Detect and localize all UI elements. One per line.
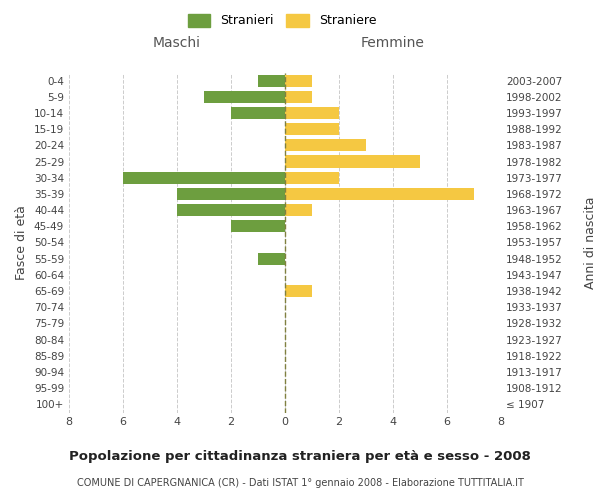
Bar xyxy=(258,252,285,265)
Text: Popolazione per cittadinanza straniera per età e sesso - 2008: Popolazione per cittadinanza straniera p… xyxy=(69,450,531,463)
Bar xyxy=(285,140,366,151)
Text: COMUNE DI CAPERGNANICA (CR) - Dati ISTAT 1° gennaio 2008 - Elaborazione TUTTITAL: COMUNE DI CAPERGNANICA (CR) - Dati ISTAT… xyxy=(77,478,523,488)
Bar xyxy=(285,156,420,168)
Bar xyxy=(231,107,285,119)
Legend: Stranieri, Straniere: Stranieri, Straniere xyxy=(183,8,381,32)
Text: Maschi: Maschi xyxy=(153,36,201,50)
Bar xyxy=(285,204,312,216)
Bar xyxy=(285,285,312,297)
Y-axis label: Fasce di età: Fasce di età xyxy=(16,205,28,280)
Bar xyxy=(177,204,285,216)
Bar xyxy=(285,107,339,119)
Bar xyxy=(285,90,312,103)
Bar xyxy=(123,172,285,184)
Bar xyxy=(177,188,285,200)
Bar xyxy=(204,90,285,103)
Text: Femmine: Femmine xyxy=(361,36,425,50)
Text: Anni di nascita: Anni di nascita xyxy=(584,196,597,289)
Bar xyxy=(231,220,285,232)
Bar xyxy=(285,123,339,135)
Bar xyxy=(285,188,474,200)
Bar xyxy=(258,74,285,86)
Bar xyxy=(285,172,339,184)
Bar xyxy=(285,74,312,86)
